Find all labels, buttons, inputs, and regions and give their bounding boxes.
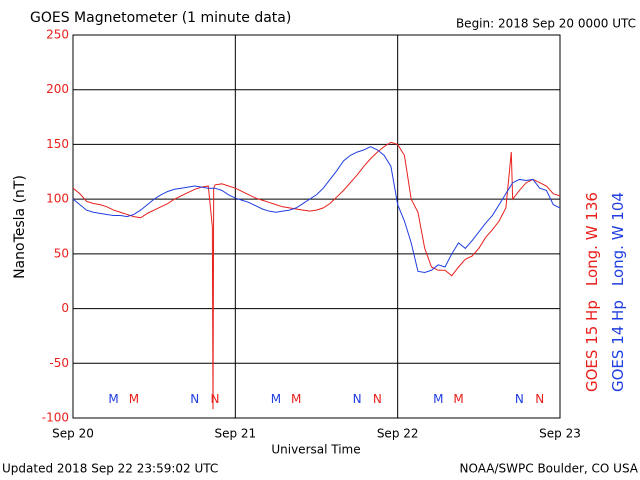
annotation: M xyxy=(291,392,301,406)
annotation: N xyxy=(373,392,382,406)
y-tick-label: 250 xyxy=(46,28,69,42)
annotation: M xyxy=(271,392,281,406)
annotation: M xyxy=(129,392,139,406)
annotation: M xyxy=(433,392,443,406)
footer-left: Updated 2018 Sep 22 23:59:02 UTC xyxy=(2,462,218,476)
x-tick-label: Sep 23 xyxy=(539,427,581,441)
annotation: N xyxy=(190,392,199,406)
begin-label: Begin: 2018 Sep 20 0000 UTC xyxy=(456,17,636,31)
legend-name: GOES 14 Hp xyxy=(609,300,627,392)
y-tick-label: 50 xyxy=(54,246,69,260)
legend-entry: GOES 15 Hp Long. W 136 xyxy=(583,192,601,392)
annotation: N xyxy=(535,392,544,406)
legend-entry: GOES 14 Hp Long. W 104 xyxy=(609,192,627,392)
annotation: M xyxy=(453,392,463,406)
x-tick-label: Sep 22 xyxy=(377,427,419,441)
annotation: M xyxy=(108,392,118,406)
annotation: N xyxy=(353,392,362,406)
plot-frame xyxy=(72,34,561,419)
y-tick-label: 0 xyxy=(61,301,69,315)
annotation: N xyxy=(515,392,524,406)
y-axis-label: NanoTesla (nT) xyxy=(12,175,28,279)
legend-longitude: Long. W 104 xyxy=(609,192,627,286)
series-line xyxy=(72,141,561,410)
x-tick-label: Sep 21 xyxy=(214,427,256,441)
legend-longitude: Long. W 136 xyxy=(583,192,601,286)
y-tick-label: 100 xyxy=(46,192,69,206)
y-tick-label: -100 xyxy=(42,411,69,425)
x-tick-label: Sep 20 xyxy=(52,427,94,441)
footer-right: NOAA/SWPC Boulder, CO USA xyxy=(460,462,639,476)
chart-title: GOES Magnetometer (1 minute data) xyxy=(30,10,291,26)
annotation: N xyxy=(211,392,220,406)
series-line xyxy=(72,146,561,273)
y-tick-label: 200 xyxy=(46,82,69,96)
y-tick-label: -50 xyxy=(49,356,69,370)
legend-name: GOES 15 Hp xyxy=(583,300,601,392)
x-axis-label: Universal Time xyxy=(271,443,360,457)
y-tick-label: 150 xyxy=(46,137,69,151)
